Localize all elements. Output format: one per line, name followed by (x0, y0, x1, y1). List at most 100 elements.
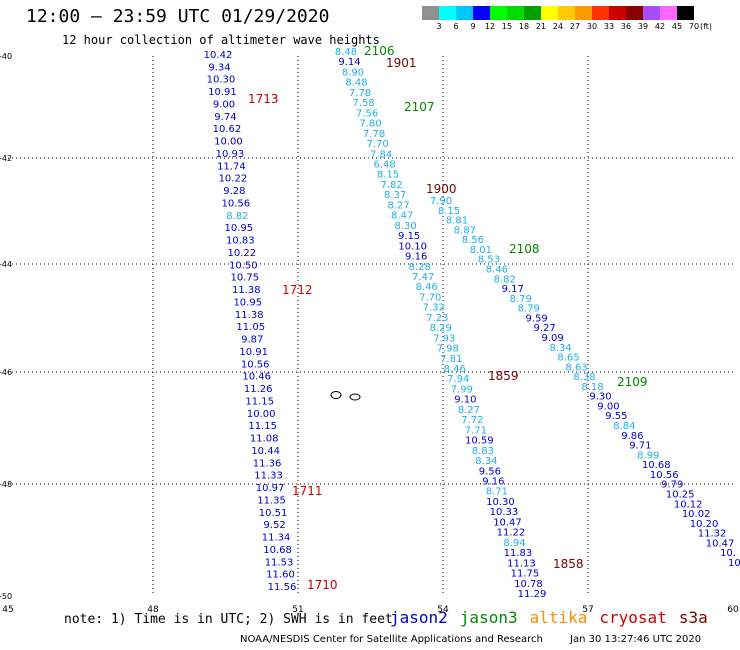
longitude-tick-label: 60 (727, 605, 739, 615)
wave-height-value: 10.33 (490, 507, 519, 518)
wave-height-value: 10.00 (214, 137, 243, 148)
wave-height-value: 9.10 (454, 395, 476, 406)
wave-height-value: 10.68 (263, 545, 292, 556)
scale-label: 33 (603, 22, 615, 31)
longitude-tick-label: 54 (437, 605, 449, 615)
wave-height-value: 9.30 (589, 392, 611, 403)
scale-swatch (422, 6, 439, 20)
wave-height-value: 9.15 (398, 231, 420, 242)
altimeter-tracks: 10.429.3410.3010.919.009.7410.6210.0010.… (204, 44, 740, 600)
wave-height-value: 11.36 (253, 458, 282, 469)
wave-height-value: 7.84 (370, 149, 392, 160)
wave-height-value: 10.59 (465, 436, 494, 447)
wave-height-value: 8.82 (226, 211, 248, 222)
satellite-altika: altika (529, 608, 588, 627)
wave-height-value: 8.46 (444, 364, 466, 375)
wave-height-value: 8.46 (416, 282, 438, 293)
wave-height-value: 8.28 (409, 262, 431, 273)
satellite-legend: jason2 jason3 altika cryosat s3a (390, 608, 720, 627)
scale-label: 27 (569, 22, 581, 31)
wave-height-value: 7.82 (380, 180, 402, 191)
scale-label: 18 (518, 22, 530, 31)
track-time-label: 1712 (282, 283, 313, 297)
wave-height-value: 8.82 (494, 274, 516, 285)
scale-label: 42 (654, 22, 666, 31)
track-1711: 1711 (292, 484, 323, 498)
latitude-tick-label: -48 (0, 480, 12, 489)
track-time-label: 1711 (292, 484, 323, 498)
wave-height-value: 10.12 (674, 499, 703, 510)
wave-height-value: 9.56 (479, 466, 501, 477)
wave-height-value: 7.70 (419, 292, 441, 303)
wave-height-value: 10.95 (225, 223, 254, 234)
satellite-jason3: jason3 (459, 608, 518, 627)
wave-height-value: 8.37 (384, 190, 406, 201)
track-time-label: 2108 (509, 242, 540, 256)
color-scale-labels: 3 6 9 12 15 18 21 24 27 30 33 36 39 42 45 70 (ft) (422, 20, 712, 32)
scale-swatch (490, 6, 507, 20)
wave-height-value: 8.15 (377, 170, 399, 181)
wave-height-value: 10.50 (229, 260, 258, 271)
wave-height-value: 11.35 (257, 495, 286, 506)
wave-height-value: 10.20 (690, 519, 719, 530)
color-scale-boxes (422, 6, 694, 20)
wave-height-value: 11.34 (262, 533, 291, 544)
track-1712: 1712 (282, 283, 313, 297)
wave-height-value: 8.79 (518, 304, 540, 315)
wave-height-value: 10.44 (251, 446, 280, 457)
scale-swatch (439, 6, 456, 20)
wave-height-value: 10.56 (222, 198, 251, 209)
wave-height-value: 10.78 (514, 579, 543, 590)
wave-height-value: 9.14 (338, 57, 360, 68)
wave-height-value: 9.55 (605, 411, 627, 422)
track-time-label: 1710 (307, 578, 338, 592)
scale-label: 6 (453, 22, 459, 31)
wave-height-value: 8.84 (613, 421, 635, 432)
wave-height-value: 8.83 (472, 446, 494, 457)
wave-height-value: 8.90 (342, 67, 364, 78)
wave-height-value: 10.00 (247, 409, 276, 420)
latitude-tick-label: -46 (0, 368, 12, 377)
track-2106: 8.489.148.908.487.787.587.567.807.787.70… (335, 44, 546, 600)
wave-height-value: 10.62 (213, 124, 242, 135)
wave-height-value: 11.83 (504, 548, 533, 559)
wave-height-value: 8.27 (458, 405, 480, 416)
wave-height-value: 9.00 (597, 401, 619, 412)
wave-height-value: 10.75 (230, 273, 259, 284)
track-1901: 1901 (386, 56, 417, 70)
wave-height-value: 11.56 (268, 582, 297, 593)
wave-height-value: 7.94 (447, 374, 469, 385)
scale-swatch (609, 6, 626, 20)
wave-height-value: 8.38 (573, 372, 595, 383)
wave-height-value: 10. (720, 548, 736, 559)
scale-label: 39 (637, 22, 649, 31)
scale-label: 70 (688, 22, 700, 31)
track-1713: 10.429.3410.3010.919.009.7410.6210.0010.… (204, 50, 297, 593)
wave-height-value: 11.75 (511, 569, 540, 580)
wave-height-value: 10.97 (256, 483, 285, 494)
wave-height-value: 10.47 (493, 517, 522, 528)
wave-height-value: 9.27 (534, 323, 556, 334)
track-time-label: 1858 (553, 557, 584, 571)
wave-height-value: 10.68 (642, 460, 671, 471)
wave-height-value: 8.99 (637, 450, 659, 461)
wave-height-value: 9.59 (526, 313, 548, 324)
wave-height-value: 7.58 (352, 98, 374, 109)
wave-height-value: 7.99 (451, 384, 473, 395)
wave-height-value: 8.34 (549, 343, 571, 354)
wave-height-value: 8.27 (388, 200, 410, 211)
track-1858: 1858 (553, 557, 584, 571)
wave-height-value: 7.56 (356, 108, 378, 119)
wave-height-value: 9.71 (629, 441, 651, 452)
track-2108: 2108 (509, 242, 540, 256)
scale-label: 15 (501, 22, 513, 31)
wave-height-value: 7.81 (440, 354, 462, 365)
wave-height-value: 7.23 (426, 313, 448, 324)
scale-unit: (ft) (700, 22, 713, 31)
longitude-tick-label: 45 (2, 605, 13, 615)
wave-height-value: 10.83 (226, 236, 255, 247)
scale-label: 30 (586, 22, 598, 31)
wave-height-value: 10.30 (486, 497, 515, 508)
